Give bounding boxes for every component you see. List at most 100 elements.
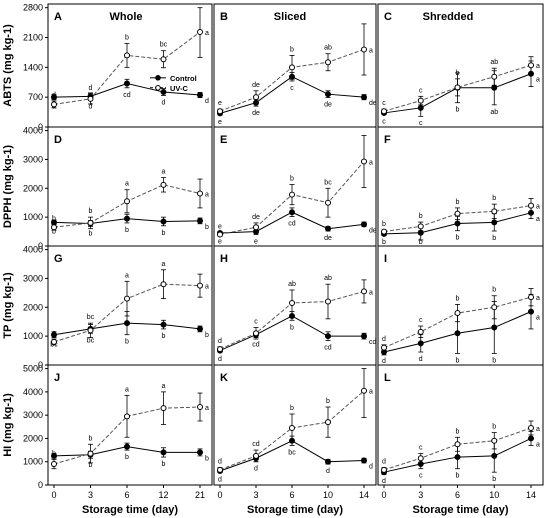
series-control: e de c de de bbox=[217, 72, 377, 126]
uvc-line bbox=[383, 64, 532, 112]
uvc-point bbox=[87, 95, 94, 102]
significance-letter: b bbox=[205, 332, 209, 339]
uvc-point bbox=[51, 461, 57, 468]
x-tick-label: 6 bbox=[289, 490, 294, 500]
series-control: d c b b a bbox=[381, 431, 540, 485]
significance-letter: b bbox=[89, 462, 93, 469]
y-tick-label: 1000 bbox=[23, 457, 43, 467]
uvc-point bbox=[454, 310, 461, 317]
significance-letter: b bbox=[290, 324, 294, 331]
significance-letter: b bbox=[456, 70, 460, 77]
significance-letter: b bbox=[290, 46, 294, 53]
significance-letter: b bbox=[456, 107, 460, 114]
y-tick-label: 2000 bbox=[23, 302, 43, 312]
control-point bbox=[124, 215, 130, 222]
significance-letter: a bbox=[125, 181, 129, 188]
significance-letter: b bbox=[89, 208, 93, 215]
significance-letter: ab bbox=[490, 59, 498, 66]
panel-frame bbox=[213, 126, 377, 247]
significance-letter: b bbox=[205, 224, 209, 231]
control-point bbox=[325, 333, 331, 340]
uvc-point bbox=[454, 210, 461, 217]
uvc-point bbox=[51, 224, 57, 231]
series-uvc: d cd b b a bbox=[217, 368, 373, 473]
significance-letter: de bbox=[252, 110, 260, 117]
significance-letter: b bbox=[205, 455, 209, 462]
control-point bbox=[361, 94, 367, 101]
significance-letter: bc bbox=[87, 314, 95, 321]
control-line bbox=[219, 315, 364, 352]
uvc-point bbox=[417, 223, 424, 230]
panel-letter: H bbox=[220, 253, 228, 265]
uvc-point bbox=[528, 294, 534, 301]
series-uvc: d d b bc a bbox=[51, 7, 209, 109]
significance-letter: a bbox=[536, 426, 540, 433]
significance-letter: b bbox=[125, 339, 129, 346]
uvc-point bbox=[197, 404, 203, 411]
significance-letter: bc bbox=[288, 449, 296, 456]
significance-letter: a bbox=[205, 30, 209, 37]
control-point bbox=[454, 454, 461, 461]
y-tick-label: 0 bbox=[38, 360, 43, 370]
x-tick-label: 0 bbox=[217, 490, 222, 500]
uvc-point bbox=[51, 338, 57, 345]
series-uvc: d c b b a bbox=[381, 287, 540, 351]
significance-letter: d bbox=[382, 478, 386, 485]
significance-letter: c bbox=[52, 330, 56, 337]
significance-letter: d bbox=[89, 85, 93, 92]
y-tick-label: 1000 bbox=[23, 212, 43, 222]
control-point bbox=[325, 91, 331, 98]
significance-letter: ab bbox=[324, 45, 332, 52]
uvc-point bbox=[253, 452, 259, 459]
uvc-point bbox=[160, 281, 167, 288]
series-control: c cb aba bbox=[381, 60, 540, 127]
significance-letter: b bbox=[456, 473, 460, 480]
y-tick-label: 3000 bbox=[23, 410, 43, 420]
significance-letter: a bbox=[162, 383, 166, 390]
significance-letter: a bbox=[536, 441, 540, 448]
significance-letter: b bbox=[290, 405, 294, 412]
significance-letter: de bbox=[252, 82, 260, 89]
significance-letter: c bbox=[419, 87, 423, 94]
y-tick-label: 3000 bbox=[23, 273, 43, 283]
x-tick-label: 0 bbox=[51, 490, 56, 500]
y-axis-label: TP (mg kg-1) bbox=[2, 272, 14, 339]
significance-letter: b bbox=[89, 230, 93, 237]
significance-letter: b bbox=[125, 454, 129, 461]
control-point bbox=[325, 225, 331, 232]
uvc-point bbox=[87, 219, 94, 226]
significance-letter: cd bbox=[123, 92, 131, 99]
control-point bbox=[160, 321, 167, 328]
control-point bbox=[51, 94, 57, 101]
legend-label: Control bbox=[170, 74, 197, 83]
uvc-point bbox=[528, 62, 534, 69]
control-point bbox=[325, 458, 331, 465]
uvc-point bbox=[381, 466, 387, 473]
significance-letter: b bbox=[326, 398, 330, 405]
uvc-point bbox=[289, 424, 295, 431]
uvc-point bbox=[417, 328, 424, 335]
significance-letter: b bbox=[125, 34, 129, 41]
significance-letter: b bbox=[382, 239, 386, 246]
significance-letter: a bbox=[162, 169, 166, 176]
y-tick-label: 4000 bbox=[23, 245, 43, 255]
uvc-line bbox=[383, 427, 532, 471]
control-point bbox=[289, 209, 295, 216]
significance-letter: c bbox=[419, 317, 423, 324]
uvc-point bbox=[491, 73, 498, 80]
significance-letter: b bbox=[456, 428, 460, 435]
significance-letter: c bbox=[290, 85, 294, 92]
uvc-point bbox=[124, 295, 130, 302]
uvc-point bbox=[381, 108, 387, 115]
y-tick-label: 4000 bbox=[23, 126, 43, 136]
uvc-point bbox=[160, 181, 167, 188]
uvc-point bbox=[417, 455, 424, 462]
significance-letter: e bbox=[218, 119, 222, 126]
series-uvc: b b a a a bbox=[51, 383, 209, 470]
uvc-point bbox=[124, 413, 130, 420]
significance-letter: d bbox=[52, 92, 56, 99]
uvc-point bbox=[454, 84, 461, 91]
uvc-point bbox=[325, 59, 331, 66]
uvc-point bbox=[124, 52, 130, 59]
significance-letter: cd bbox=[252, 342, 260, 349]
